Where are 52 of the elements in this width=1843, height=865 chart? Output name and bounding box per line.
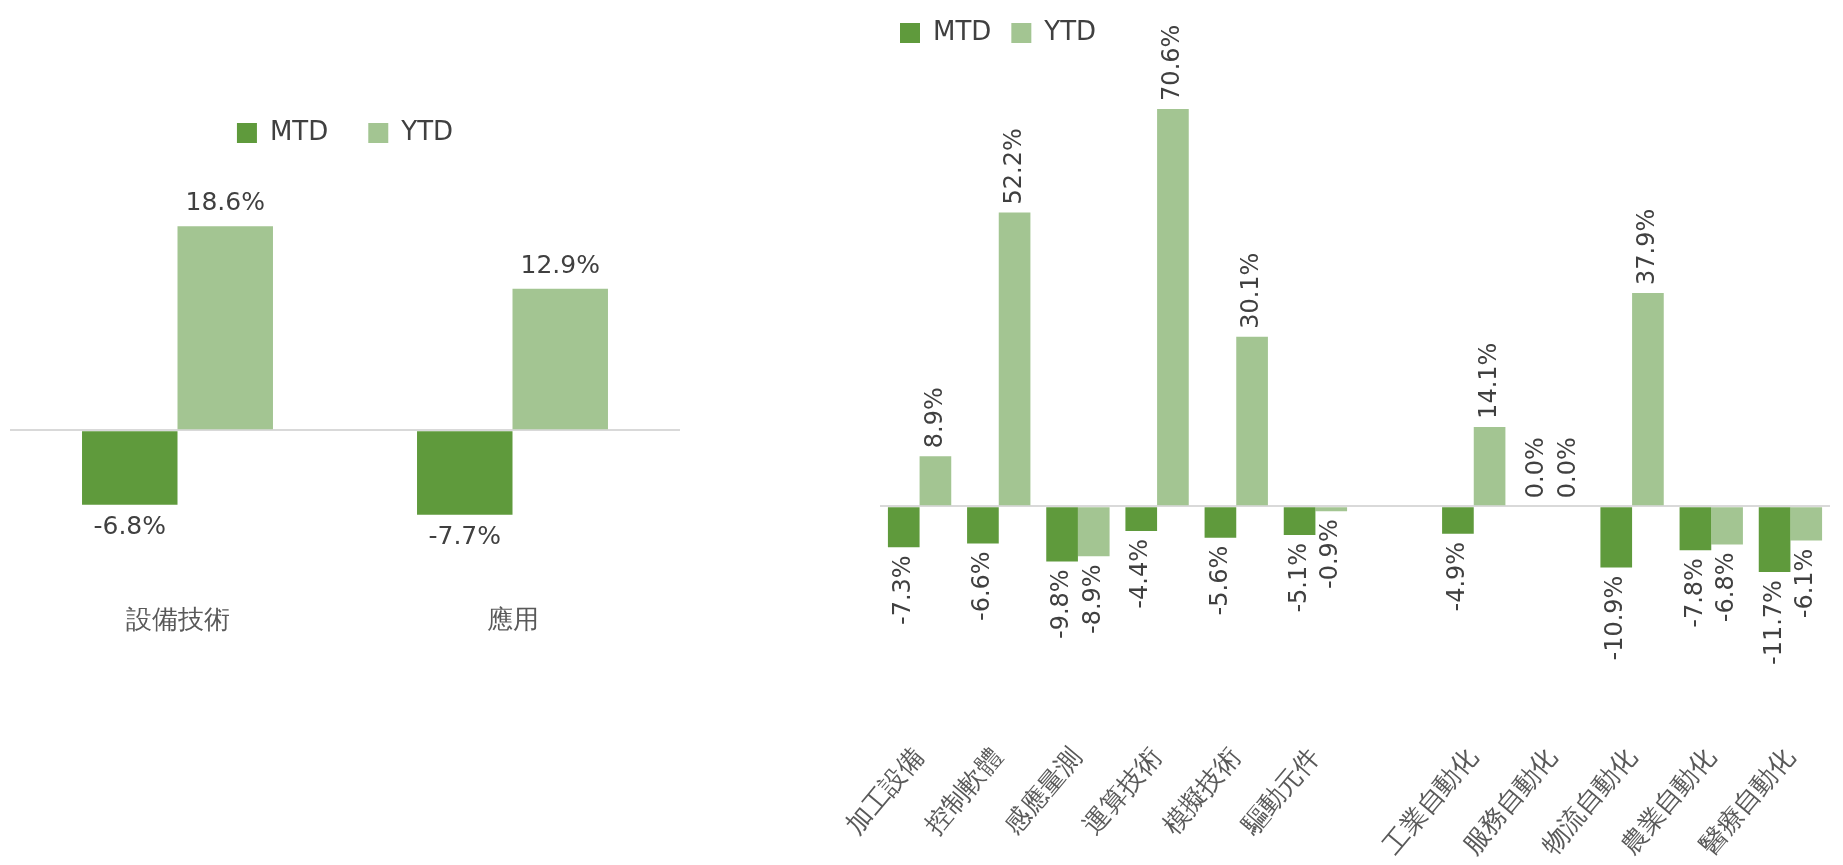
- bar: [1157, 108, 1189, 506]
- legend-label: MTD: [933, 15, 992, 46]
- data-label: 12.9%: [520, 249, 600, 279]
- data-label: -10.9%: [1600, 575, 1629, 661]
- data-label: 70.6%: [1157, 24, 1186, 101]
- x-tick-label: 設備技術: [125, 604, 230, 635]
- data-label: 52.2%: [998, 128, 1027, 205]
- bar: [1758, 507, 1791, 573]
- bar: [1315, 507, 1348, 512]
- data-label: 0.0%: [1521, 437, 1550, 499]
- data-label: 14.1%: [1473, 342, 1502, 419]
- bar: [1790, 507, 1823, 541]
- data-label: 30.1%: [1236, 252, 1265, 329]
- data-label: -8.9%: [1077, 564, 1106, 634]
- data-label: -5.6%: [1204, 545, 1233, 616]
- bar: [1236, 336, 1268, 506]
- data-label: -6.6%: [967, 551, 996, 622]
- data-label: -6.8%: [93, 510, 167, 540]
- data-label: 8.9%: [919, 387, 948, 449]
- bar: [1077, 507, 1110, 557]
- bar: [998, 212, 1031, 506]
- bar: [1711, 507, 1743, 545]
- bar: [1473, 426, 1506, 506]
- data-label: 18.6%: [185, 187, 265, 217]
- data-label: -7.7%: [428, 520, 502, 550]
- bar: [1442, 507, 1474, 534]
- bar: [1125, 507, 1158, 531]
- bar: [1204, 507, 1237, 538]
- bar: [1600, 507, 1633, 568]
- legend-label: YTD: [400, 115, 454, 146]
- data-label: -11.7%: [1758, 580, 1787, 665]
- data-label: -9.8%: [1046, 569, 1075, 640]
- data-label: -6.1%: [1790, 548, 1819, 619]
- legend-label: YTD: [1043, 15, 1097, 46]
- data-label: -7.8%: [1679, 558, 1708, 628]
- data-label: -0.9%: [1315, 519, 1344, 589]
- bar: [967, 507, 999, 544]
- data-label: -6.8%: [1711, 552, 1740, 623]
- data-label: -7.3%: [887, 555, 916, 625]
- bar: [919, 456, 952, 506]
- bar: [1046, 507, 1078, 562]
- bar: [1632, 292, 1664, 506]
- data-label: -4.9%: [1442, 541, 1471, 612]
- bar: [887, 507, 920, 548]
- legend-label: MTD: [269, 115, 329, 146]
- bar: [1283, 507, 1316, 535]
- data-label: -5.1%: [1283, 542, 1312, 613]
- data-label: -4.4%: [1125, 539, 1154, 609]
- x-tick-label: 應用: [486, 604, 539, 635]
- bar: [1679, 507, 1712, 551]
- data-label: 0.0%: [1552, 437, 1581, 499]
- data-label: 37.9%: [1632, 208, 1661, 285]
